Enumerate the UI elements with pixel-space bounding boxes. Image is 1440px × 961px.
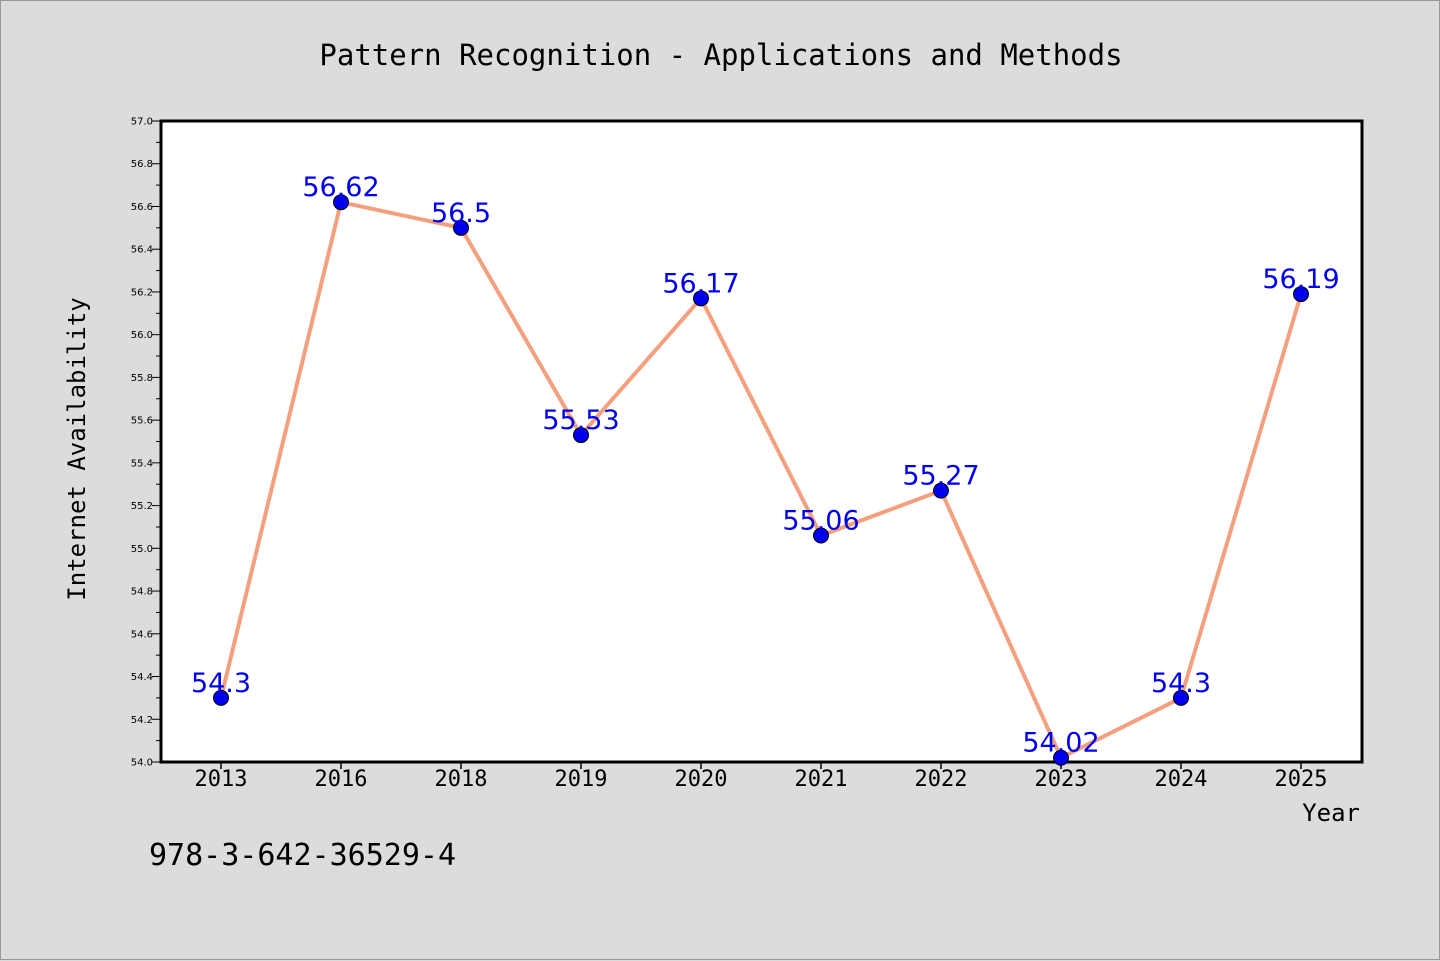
data-label: 54.3 — [191, 668, 251, 699]
plot-area — [159, 119, 1364, 764]
data-label: 54.3 — [1151, 668, 1211, 699]
series-line — [219, 200, 1303, 760]
y-tick-label: 56.4 — [131, 245, 153, 256]
data-label: 54.02 — [1022, 728, 1099, 759]
chart-title: Pattern Recognition - Applications and M… — [319, 38, 1122, 72]
data-point — [693, 290, 709, 307]
data-label: 55.27 — [902, 461, 979, 492]
x-tick-label: 2025 — [1275, 767, 1328, 792]
data-point — [453, 219, 469, 236]
x-tick-label: 2023 — [1035, 767, 1088, 792]
data-point — [1053, 749, 1069, 766]
x-tick-label: 2013 — [195, 767, 248, 792]
x-tick-label: 2018 — [435, 767, 488, 792]
y-tick-label: 56.6 — [131, 202, 153, 213]
y-tick-label: 56.0 — [131, 330, 153, 341]
data-point — [1293, 286, 1309, 303]
y-tick-label: 55.8 — [131, 373, 153, 384]
y-tick-label: 57.0 — [131, 117, 153, 128]
y-axis-label: Internet Availability — [63, 297, 91, 600]
x-tick-label: 2020 — [675, 767, 728, 792]
data-label: 56.19 — [1262, 264, 1339, 295]
y-tick-label: 55.2 — [131, 501, 153, 512]
data-label: 56.62 — [302, 172, 379, 203]
y-tick-label: 55.4 — [131, 458, 153, 469]
data-point — [213, 689, 229, 706]
x-axis-label: Year — [1302, 799, 1360, 827]
x-tick-label: 2016 — [315, 767, 368, 792]
series-internet-availability: 54.3 56.62 56.5 55.53 56.17 55.06 55.27 54.02 54… — [191, 172, 1340, 766]
isbn-text: 978-3-642-36529-4 — [149, 838, 456, 873]
data-label: 56.5 — [431, 198, 491, 229]
y-axis: 54.0 54.2 54.4 54.6 54.8 55.0 55.2 55.4 55.6 55.8… — [131, 117, 161, 769]
data-point — [573, 427, 589, 444]
data-point — [333, 194, 349, 211]
y-tick-label: 56.2 — [131, 287, 153, 298]
data-label: 55.53 — [542, 405, 619, 436]
y-tick-label: 54.4 — [131, 672, 153, 683]
y-tick-label: 55.6 — [131, 416, 153, 427]
y-tick-label: 54.8 — [131, 587, 153, 598]
y-tick-label: 56.8 — [131, 159, 153, 170]
data-label: 56.17 — [662, 268, 739, 299]
x-axis: 2013 2016 2018 2019 2020 2021 2022 2023 2024 2025 — [195, 762, 1328, 792]
y-tick-label: 54.2 — [131, 715, 153, 726]
data-point — [813, 527, 829, 544]
x-tick-label: 2019 — [555, 767, 608, 792]
data-point — [933, 482, 949, 499]
x-tick-label: 2024 — [1155, 767, 1208, 792]
y-tick-label: 54.0 — [131, 758, 153, 769]
data-label: 55.06 — [782, 506, 859, 537]
y-tick-label: 54.6 — [131, 629, 153, 640]
x-tick-label: 2022 — [915, 767, 968, 792]
y-tick-label: 55.0 — [131, 544, 153, 555]
x-tick-label: 2021 — [795, 767, 848, 792]
data-point — [1173, 689, 1189, 706]
